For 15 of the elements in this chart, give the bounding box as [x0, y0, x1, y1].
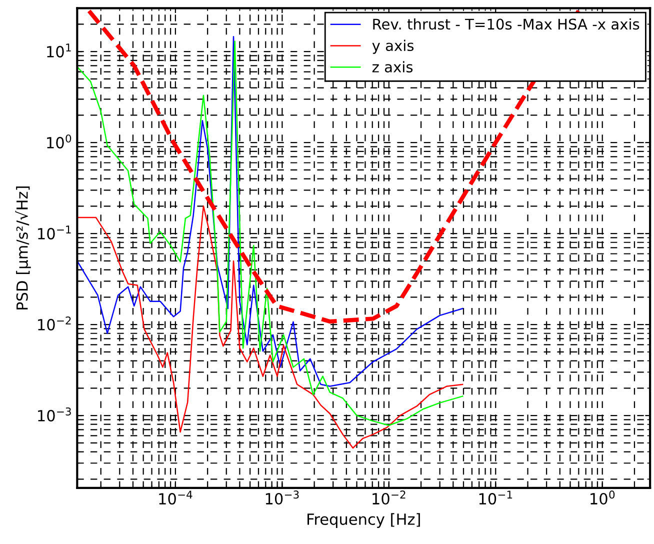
x-tick-label: 10$^{−3}$	[266, 490, 299, 505]
x-axis-title: Frequency [Hz]	[308, 513, 420, 528]
y-tick-label: 10$^{−2}$	[38, 316, 71, 330]
y-tick-label: 10$^{−3}$	[38, 407, 71, 422]
y-axis-title: PSD [μm/s²/√Hz]	[15, 186, 31, 310]
legend-label: z axis	[372, 61, 413, 72]
x-tick-label: 10$^{0}$	[590, 490, 615, 505]
y-tick-label: 10$^{−1}$	[38, 226, 71, 240]
y-tick-label: 10$^{0}$	[47, 134, 72, 148]
x-tick-label: 10$^{−4}$	[159, 490, 192, 505]
x-tick-label: 10$^{−2}$	[372, 490, 406, 505]
x-tick-label: 10$^{−1}$	[479, 490, 512, 505]
legend-label: Rev. thrust - T=10s -Max HSA -x axis	[373, 18, 640, 30]
legend-label: y axis	[372, 40, 414, 54]
y-tick-label: 10$^{1}$	[47, 44, 71, 58]
